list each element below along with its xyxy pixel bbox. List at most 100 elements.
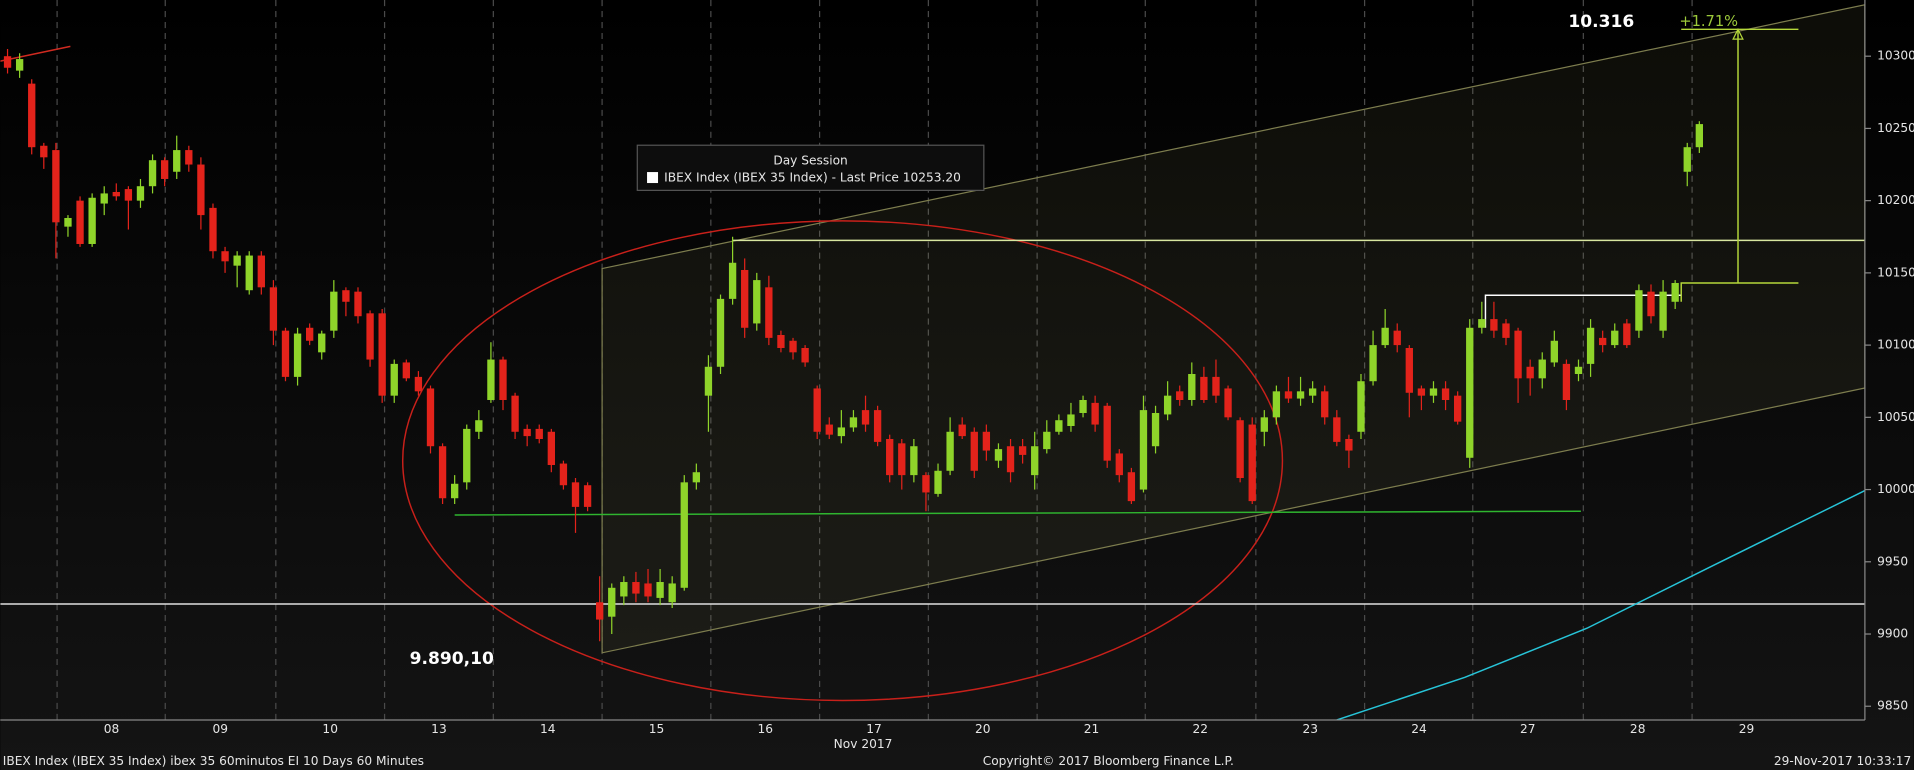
legend-label: IBEX Index (IBEX 35 Index) - Last Price … [664,171,961,185]
x-tick-label: 09 [212,722,228,736]
candle-body [1453,395,1462,422]
candle-body [197,164,205,216]
x-tick-label: 21 [1084,722,1100,736]
candle-body [1236,420,1244,479]
candle-body [777,334,785,348]
footer-left: IBEX Index (IBEX 35 Index) ibex 35 60min… [3,754,424,768]
candle-body [1224,388,1232,418]
candle-body [813,388,821,432]
candle-body [753,280,761,324]
candle-body [1405,347,1413,393]
candle-body [922,475,930,493]
candle-body [1139,410,1148,490]
candle-body [1478,319,1486,328]
candle-body [112,191,120,197]
candle-body [861,410,870,425]
candle-body [801,347,809,363]
candle-body [668,583,676,603]
candle-body [1006,446,1015,473]
candle-body [281,330,290,377]
candle-body [209,207,217,252]
candle-body [487,359,495,400]
x-tick-label: 14 [540,722,556,736]
x-tick-label: 15 [649,722,665,736]
candle-body [1272,391,1281,418]
candle-body [680,482,688,588]
x-tick-label: 29 [1739,722,1755,736]
candle-body [100,193,108,204]
candle-body [1635,290,1643,331]
x-tick-label: 27 [1520,722,1536,736]
candle-body [970,431,978,471]
candle-body [994,449,1003,461]
y-tick-label: 10000 [1877,482,1914,496]
annotation: 9.890,10 [410,649,494,669]
candle-body [173,150,181,172]
candle-body [608,587,616,617]
candle-body [825,424,833,435]
candle-body [342,290,350,302]
axes: 9850990099501000010050101001015010200102… [104,49,1914,737]
candle-body [269,287,278,331]
candle-body [1429,388,1438,396]
candle-body [571,482,580,507]
candle-body [898,443,906,476]
x-tick-label: 20 [975,722,991,736]
candle-body [1369,345,1377,382]
x-tick-label: 28 [1630,722,1646,736]
candle-body [644,583,652,597]
candle-body [946,431,954,471]
candle-body [451,483,459,499]
candle-body [1200,376,1208,400]
candle-body [982,431,991,451]
candle-body [1441,388,1450,400]
candle-body [1393,330,1401,346]
candle-body [1284,391,1293,399]
candle-body [185,150,193,165]
candle-body [1514,330,1522,379]
candle-body [1562,363,1571,400]
candle-body [620,582,628,597]
candle-body [1345,439,1353,451]
trend-line [1484,294,1682,328]
candle-body [547,431,555,466]
candle-body [15,59,24,71]
candle-body [1695,124,1703,148]
candle-body [124,189,133,201]
candle-body [1321,391,1329,418]
candle-body [1018,446,1027,455]
candle-body [1357,381,1365,432]
candle-body [136,186,145,201]
candle-body [1176,391,1184,400]
candle-body [330,291,338,331]
legend-box [636,144,985,191]
legend: Day Session IBEX Index (IBEX 35 Index) -… [636,144,985,191]
y-tick-label: 9950 [1877,554,1908,568]
candle-body [716,298,725,367]
candle-body [1055,420,1063,432]
candle-body [1115,453,1123,476]
arrow-head [1732,27,1744,40]
candle-body [160,160,169,179]
candle-body [52,150,60,223]
x-axis-label: Nov 2017 [834,737,893,751]
footer-right: 29-Nov-2017 10:33:17 [1774,754,1911,768]
candle-body [1079,399,1087,413]
candle-body [1248,424,1256,502]
candle-body [390,363,398,396]
candle-body [1151,412,1160,447]
candle-body [1502,323,1510,338]
candle-body [934,470,942,494]
candle-body [3,56,12,68]
candle-body [511,395,519,432]
candle-body [499,359,507,400]
candle-body [1647,291,1655,317]
candle-body [378,313,386,396]
candle-body [221,251,229,262]
trend-line [1680,282,1799,302]
candle-body [293,333,302,377]
candle-body [523,428,531,437]
x-tick-label: 17 [866,722,882,736]
candles [3,48,1703,642]
